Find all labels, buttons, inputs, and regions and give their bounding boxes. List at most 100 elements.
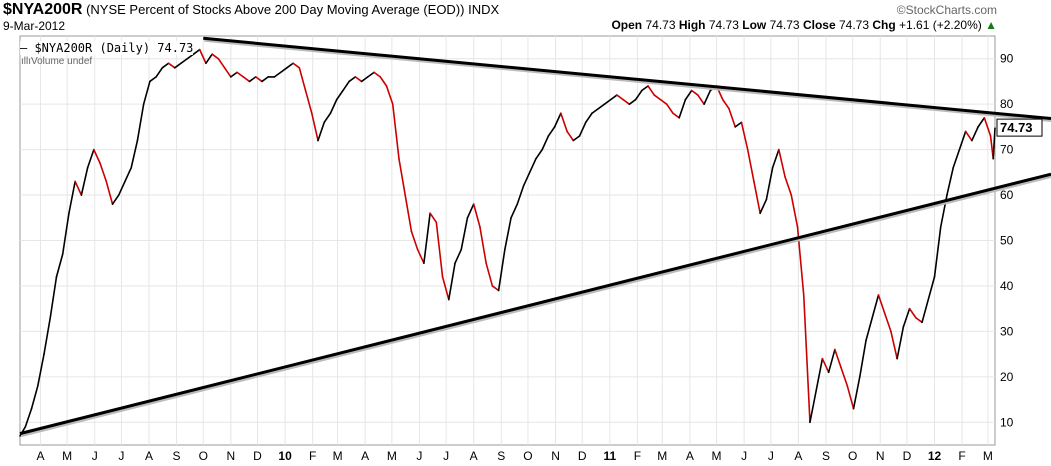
x-tick-label: N bbox=[226, 449, 235, 463]
series-segment bbox=[155, 67, 164, 78]
series-segment bbox=[117, 180, 126, 196]
series-segment bbox=[877, 294, 886, 315]
x-tick-label: J bbox=[741, 449, 747, 463]
y-tick-label: 60 bbox=[1000, 188, 1014, 202]
series-segment bbox=[354, 76, 363, 83]
series-segment bbox=[728, 107, 737, 128]
x-tick-label: J bbox=[416, 449, 422, 463]
series-segment bbox=[460, 216, 469, 251]
x-tick-label: S bbox=[822, 449, 830, 463]
series-segment bbox=[317, 121, 326, 142]
series-segment bbox=[902, 307, 911, 328]
series-segment bbox=[958, 130, 967, 151]
x-tick-label: A bbox=[686, 449, 694, 463]
series-segment bbox=[167, 62, 176, 69]
series-segment bbox=[566, 130, 575, 142]
series-segment bbox=[93, 148, 101, 165]
series-segment bbox=[890, 330, 898, 360]
x-tick-label: 11 bbox=[603, 449, 616, 463]
chart-title: $NYA200R (NYSE Percent of Stocks Above 2… bbox=[3, 1, 499, 19]
series-segment bbox=[323, 112, 332, 124]
series-segment bbox=[858, 339, 867, 378]
series-segment bbox=[105, 180, 114, 205]
series-segment bbox=[49, 276, 58, 319]
series-segment bbox=[435, 221, 444, 278]
x-axis: A M J J A S O N D 10 F M A M J J A S O N D 11 F M A M J J A S O N D 12 F M bbox=[36, 449, 992, 463]
series-segment bbox=[61, 212, 70, 255]
y-axis: 10 20 30 40 50 60 70 80 90 bbox=[1000, 52, 1014, 430]
series-segment bbox=[740, 121, 749, 151]
series-segment bbox=[528, 157, 537, 174]
series-segment bbox=[304, 89, 313, 115]
y-tick-label: 40 bbox=[1000, 279, 1014, 293]
series-segment bbox=[597, 103, 606, 110]
series-segment bbox=[230, 71, 238, 78]
series-segment bbox=[908, 307, 917, 319]
low-label: Low bbox=[742, 18, 767, 32]
x-tick-label: A bbox=[470, 449, 478, 463]
series-segment bbox=[896, 326, 905, 360]
series-segment bbox=[423, 212, 431, 265]
x-tick-label: A bbox=[361, 449, 369, 463]
series-segment bbox=[485, 262, 494, 287]
series-segment bbox=[367, 71, 375, 78]
series-legend: — $NYA200R (Daily) 74.73 bbox=[20, 41, 194, 55]
x-tick-label: M bbox=[657, 449, 667, 463]
series-segment bbox=[703, 89, 712, 105]
series-segment bbox=[472, 203, 481, 228]
series-segment bbox=[310, 112, 319, 142]
series-segment bbox=[809, 389, 817, 424]
series-segment bbox=[921, 298, 930, 324]
volume-icon: ıllı bbox=[21, 56, 31, 67]
series-segment bbox=[560, 112, 568, 133]
series-segment bbox=[952, 148, 961, 169]
series-segment bbox=[360, 76, 369, 83]
series-segment bbox=[111, 194, 120, 205]
series-segment bbox=[149, 76, 157, 83]
series-segment bbox=[510, 203, 519, 219]
series-segment bbox=[603, 98, 612, 105]
trendline bbox=[203, 36, 1051, 121]
series-segment bbox=[298, 67, 307, 92]
series-segment bbox=[404, 194, 413, 233]
series-segment bbox=[479, 226, 487, 265]
series-segment bbox=[690, 89, 699, 96]
series-segment bbox=[80, 166, 89, 196]
x-tick-label: J bbox=[92, 449, 98, 463]
series-segment bbox=[971, 126, 979, 142]
x-tick-label: M bbox=[62, 449, 72, 463]
series-segment bbox=[30, 385, 39, 410]
series-segment bbox=[591, 107, 600, 115]
series-segment bbox=[721, 98, 730, 110]
series-segment bbox=[584, 112, 593, 124]
series-segment bbox=[74, 180, 83, 196]
series-segment bbox=[217, 57, 226, 69]
series-segment bbox=[778, 148, 786, 178]
x-tick-label: F bbox=[309, 449, 316, 463]
x-tick-label: D bbox=[903, 449, 912, 463]
series-segment bbox=[86, 148, 95, 169]
y-tick-label: 30 bbox=[1000, 324, 1014, 338]
series-segment bbox=[802, 294, 811, 424]
series-segment bbox=[634, 89, 643, 101]
series-segment bbox=[964, 130, 973, 142]
series-segment bbox=[36, 353, 45, 387]
series-segment bbox=[223, 67, 232, 78]
x-tick-label: M bbox=[983, 449, 993, 463]
series-segment bbox=[609, 94, 618, 101]
series-segment bbox=[665, 103, 674, 115]
series-segment bbox=[684, 89, 693, 101]
y-tick-label: 50 bbox=[1000, 234, 1014, 248]
grid-layer bbox=[20, 36, 995, 445]
series-segment bbox=[578, 121, 587, 137]
series-segment bbox=[454, 248, 463, 265]
series-segment bbox=[24, 407, 33, 428]
y-tick-label: 20 bbox=[1000, 370, 1014, 384]
series-segment bbox=[628, 98, 637, 105]
series-segment bbox=[292, 62, 301, 69]
x-tick-label: O bbox=[523, 449, 532, 463]
series-segment bbox=[373, 71, 382, 78]
series-segment bbox=[622, 98, 631, 105]
series-segment bbox=[416, 248, 425, 265]
